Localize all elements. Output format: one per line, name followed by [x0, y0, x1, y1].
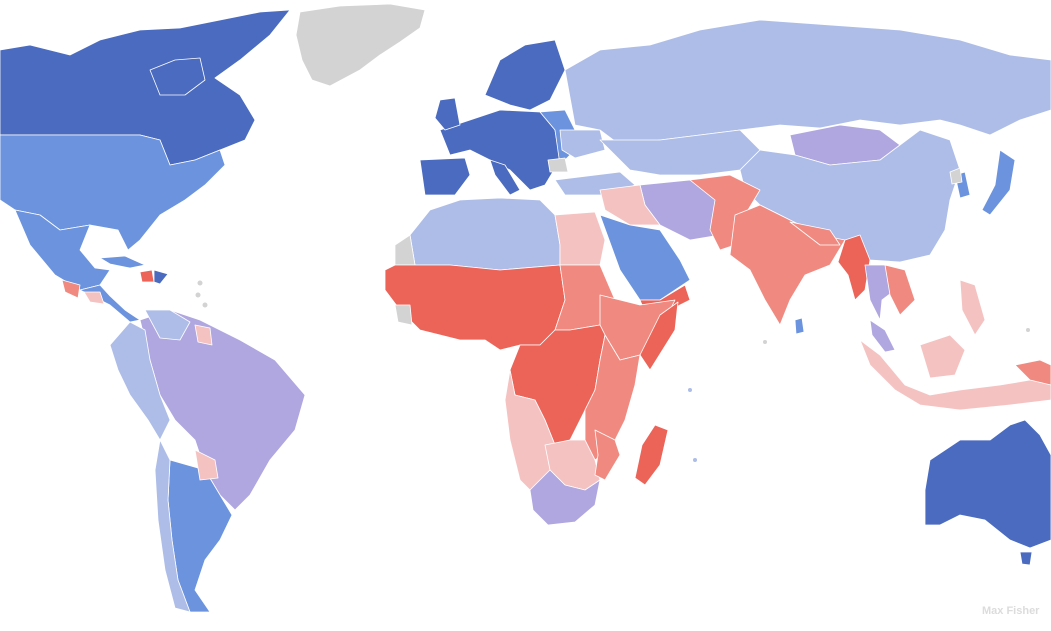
guinea-grey: [394, 304, 413, 326]
north-africa: [409, 197, 561, 271]
borneo: [919, 334, 966, 379]
iraq-syria: [599, 184, 661, 226]
indonesia: [859, 339, 1051, 411]
brazil: [139, 309, 306, 511]
iberia: [419, 157, 471, 196]
tasmania: [1019, 551, 1033, 566]
colombia: [144, 309, 191, 341]
ukraine: [559, 129, 606, 159]
island: [763, 340, 767, 344]
nepal-bangladesh: [789, 221, 841, 246]
island: [197, 280, 203, 286]
australia: [924, 419, 1051, 549]
malaysia: [869, 319, 896, 353]
cambodia-laos: [884, 264, 916, 316]
central-america-red: [61, 279, 81, 299]
egypt: [554, 211, 606, 266]
mozambique: [594, 429, 621, 481]
myanmar: [837, 234, 871, 301]
papua: [1014, 359, 1051, 386]
balkan-grey: [547, 157, 569, 173]
credit: Max Fisher: [982, 605, 1040, 617]
central-america-pink: [83, 291, 105, 305]
uk: [434, 97, 461, 131]
philippines: [959, 279, 986, 336]
guyana: [194, 324, 213, 346]
somalia: [639, 301, 679, 371]
sri-lanka: [794, 317, 805, 335]
dominican-republic: [153, 269, 169, 285]
western-europe: [439, 109, 561, 191]
greenland: [295, 3, 426, 87]
chile: [154, 439, 191, 613]
japan: [981, 149, 1016, 216]
island: [195, 292, 201, 298]
north-korea: [949, 167, 963, 185]
saudi-arabia: [599, 214, 691, 301]
mexico: [14, 209, 111, 291]
canada-islands: [149, 57, 206, 96]
island: [202, 302, 208, 308]
paraguay: [194, 449, 219, 481]
island: [688, 388, 692, 392]
south-africa: [529, 469, 601, 526]
cuba: [99, 255, 146, 269]
madagascar: [634, 424, 669, 486]
island: [693, 458, 697, 462]
island: [1026, 328, 1030, 332]
haiti: [139, 269, 155, 283]
italy: [489, 159, 521, 196]
